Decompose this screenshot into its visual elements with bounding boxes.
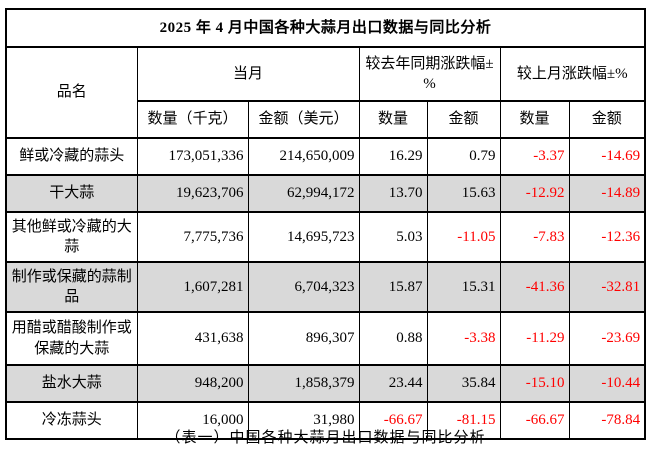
yoy-amount-cell: 0.79	[426, 137, 501, 176]
header-amount-usd: 金额（美元）	[247, 100, 360, 139]
mom-qty-cell: -11.29	[499, 311, 570, 366]
qty-cell: 948,200	[136, 364, 249, 403]
mom-amount-cell: -23.69	[568, 311, 646, 366]
mom-qty-cell: -15.10	[499, 364, 570, 403]
mom-amount-cell: -12.36	[568, 211, 646, 263]
yoy-amount-cell: 35.84	[426, 364, 501, 403]
yoy-amount-cell: -81.15	[426, 401, 501, 440]
table-row: 其他鲜或冷藏的大蒜 7,775,736 14,695,723 5.03 -11.…	[5, 211, 646, 263]
mom-amount-cell: -14.69	[568, 137, 646, 176]
yoy-qty-cell: 0.88	[358, 311, 428, 366]
qty-cell: 19,623,706	[136, 174, 249, 213]
amount-cell: 214,650,009	[247, 137, 360, 176]
product-name: 制作或保藏的蒜制品	[5, 261, 138, 313]
header-mom-amount: 金额	[568, 100, 646, 139]
mom-amount-cell: -10.44	[568, 364, 646, 403]
mom-qty-cell: -66.67	[499, 401, 570, 440]
qty-cell: 1,607,281	[136, 261, 249, 313]
table-row: 制作或保藏的蒜制品 1,607,281 6,704,323 15.87 15.3…	[5, 261, 646, 313]
product-name: 鲜或冷藏的蒜头	[5, 137, 138, 176]
mom-amount-cell: -14.89	[568, 174, 646, 213]
header-yoy-group: 较去年同期涨跌幅±%	[358, 46, 501, 102]
header-yoy-qty: 数量	[358, 100, 428, 139]
header-qty-kg: 数量（千克）	[136, 100, 249, 139]
header-yoy-amount: 金额	[426, 100, 501, 139]
mom-amount-cell: -78.84	[568, 401, 646, 440]
garlic-export-table: 2025 年 4 月中国各种大蒜月出口数据与同比分析 品名 当月 较去年同期涨跌…	[5, 8, 647, 440]
yoy-qty-cell: 15.87	[358, 261, 428, 313]
product-name: 干大蒜	[5, 174, 138, 213]
table-row: 用醋或醋酸制作或保藏的大蒜 431,638 896,307 0.88 -3.38…	[5, 311, 646, 366]
yoy-qty-cell: 16.29	[358, 137, 428, 176]
header-product: 品名	[5, 46, 138, 139]
mom-qty-cell: -3.37	[499, 137, 570, 176]
table-caption: （表一）中国各种大蒜月出口数据与同比分析	[165, 430, 486, 446]
mom-qty-cell: -7.83	[499, 211, 570, 263]
qty-cell: 16,000	[136, 401, 249, 440]
mom-qty-cell: -12.92	[499, 174, 570, 213]
yoy-qty-cell: 23.44	[358, 364, 428, 403]
table-row: 盐水大蒜 948,200 1,858,379 23.44 35.84 -15.1…	[5, 364, 646, 403]
amount-cell: 31,980	[247, 401, 360, 440]
table-row: 冷冻蒜头 16,000 31,980 -66.67 -81.15 -66.67 …	[5, 401, 646, 440]
qty-cell: 431,638	[136, 311, 249, 366]
amount-cell: 6,704,323	[247, 261, 360, 313]
title-row: 2025 年 4 月中国各种大蒜月出口数据与同比分析	[5, 8, 646, 48]
header-mom-group: 较上月涨跌幅±%	[499, 46, 646, 102]
product-name: 冷冻蒜头	[5, 401, 138, 440]
header-mom-qty: 数量	[499, 100, 570, 139]
yoy-qty-cell: 13.70	[358, 174, 428, 213]
qty-cell: 7,775,736	[136, 211, 249, 263]
amount-cell: 896,307	[247, 311, 360, 366]
amount-cell: 14,695,723	[247, 211, 360, 263]
header-row-groups: 品名 当月 较去年同期涨跌幅±% 较上月涨跌幅±%	[5, 46, 646, 139]
header-current-month: 当月	[136, 46, 360, 102]
yoy-qty-cell: 5.03	[358, 211, 428, 263]
product-name: 用醋或醋酸制作或保藏的大蒜	[5, 311, 138, 366]
amount-cell: 1,858,379	[247, 364, 360, 403]
header-row-sub: 数量（千克） 金额（美元） 数量 金额 数量 金额	[6, 100, 646, 139]
table-title: 2025 年 4 月中国各种大蒜月出口数据与同比分析	[5, 8, 646, 48]
mom-amount-cell: -32.81	[568, 261, 646, 313]
yoy-amount-cell: -11.05	[426, 211, 501, 263]
yoy-qty-cell: -66.67	[358, 401, 428, 440]
yoy-amount-cell: 15.31	[426, 261, 501, 313]
mom-qty-cell: -41.36	[499, 261, 570, 313]
yoy-amount-cell: -3.38	[426, 311, 501, 366]
amount-cell: 62,994,172	[247, 174, 360, 213]
product-name: 其他鲜或冷藏的大蒜	[5, 211, 138, 263]
qty-cell: 173,051,336	[136, 137, 249, 176]
table-row: 干大蒜 19,623,706 62,994,172 13.70 15.63 -1…	[5, 174, 646, 213]
table-row: 鲜或冷藏的蒜头 173,051,336 214,650,009 16.29 0.…	[5, 137, 646, 176]
product-name: 盐水大蒜	[5, 364, 138, 403]
yoy-amount-cell: 15.63	[426, 174, 501, 213]
